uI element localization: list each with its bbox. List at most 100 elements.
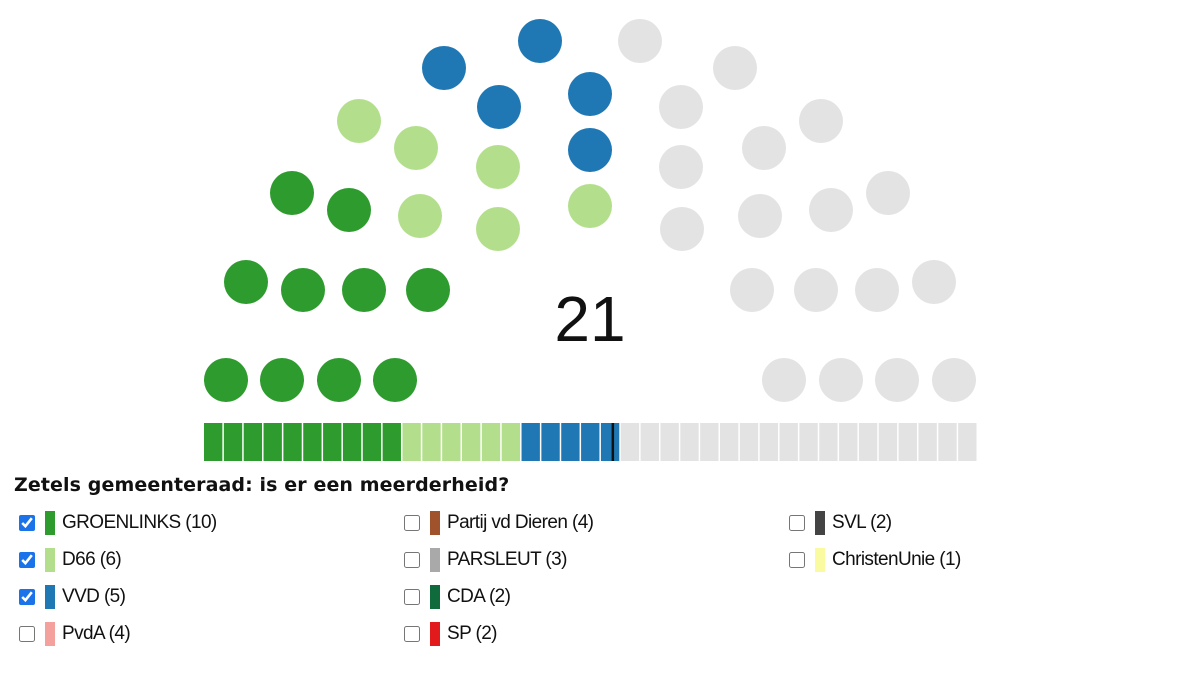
seat-bar-cell-35 [878, 423, 898, 461]
party-toggle-parsleut[interactable]: PARSLEUT (3) [403, 545, 567, 575]
seat-bar-cell-30 [779, 423, 798, 461]
seat-bar-cell-33 [839, 423, 858, 461]
party-checkbox-partij-vd-dieren[interactable] [404, 515, 420, 531]
party-label-partij-vd-dieren: Partij vd Dieren (4) [447, 512, 594, 533]
party-label-vvd: VVD (5) [62, 586, 126, 607]
party-label-d66: D66 (6) [62, 549, 122, 570]
majority-number: 21 [554, 283, 626, 355]
party-swatch-sp [430, 622, 440, 646]
party-label-pvda: PvdA (4) [62, 623, 131, 644]
seat-bar-cell-22 [620, 423, 640, 461]
seat-26 [742, 126, 786, 170]
seat-37 [819, 358, 863, 402]
seat-34 [855, 268, 899, 312]
seat-17 [422, 46, 466, 90]
party-swatch-parsleut [430, 548, 440, 572]
seat-22 [618, 19, 662, 63]
party-checkbox-pvda[interactable] [19, 626, 35, 642]
seat-bar-cell-18 [541, 423, 560, 461]
seat-1 [204, 358, 248, 402]
seat-bar-cell-12 [422, 423, 441, 461]
seat-31 [866, 171, 910, 215]
party-swatch-christenunie [815, 548, 825, 572]
seat-bar-cell-26 [700, 423, 719, 461]
party-checkbox-svl[interactable] [789, 515, 805, 531]
seat-bar-cell-3 [243, 423, 263, 461]
seat-bar-cell-4 [263, 423, 282, 461]
seat-bar-cell-25 [680, 423, 699, 461]
party-label-christenunie: ChristenUnie (1) [832, 549, 961, 570]
seat-bar-cell-34 [858, 423, 878, 461]
party-checkbox-vvd[interactable] [19, 589, 35, 605]
seat-10 [327, 188, 371, 232]
party-toggle-pvda[interactable]: PvdA (4) [18, 619, 131, 649]
party-label-cda: CDA (2) [447, 586, 511, 607]
seat-36 [762, 358, 806, 402]
seat-bar-cell-38 [938, 423, 957, 461]
seat-bar-cell-28 [739, 423, 759, 461]
seat-bar-cell-24 [660, 423, 679, 461]
seat-bar-cell-32 [819, 423, 838, 461]
seat-32 [730, 268, 774, 312]
party-toggle-cda[interactable]: CDA (2) [403, 582, 511, 612]
seat-7 [342, 268, 386, 312]
party-swatch-partij-vd-dieren [430, 511, 440, 535]
party-checkbox-sp[interactable] [404, 626, 420, 642]
party-checkbox-cda[interactable] [404, 589, 420, 605]
party-label-svl: SVL (2) [832, 512, 892, 533]
party-label-groenlinks: GROENLINKS (10) [62, 512, 217, 533]
seat-bar-cell-36 [898, 423, 917, 461]
seat-18 [477, 85, 521, 129]
seat-bar-cell-23 [640, 423, 659, 461]
party-toggle-vvd[interactable]: VVD (5) [18, 582, 126, 612]
seat-23 [659, 85, 703, 129]
seat-bar-cell-17 [521, 423, 540, 461]
seat-bar-cell-13 [442, 423, 461, 461]
seat-bar-cell-37 [918, 423, 937, 461]
chart-title: Zetels gemeenteraad: is er een meerderhe… [14, 474, 510, 496]
party-swatch-svl [815, 511, 825, 535]
seat-bar-cell-19 [561, 423, 580, 461]
seat-16 [568, 184, 612, 228]
seat-11 [398, 194, 442, 238]
seat-bar-cell-16 [501, 423, 521, 461]
seat-bar-cell-5 [283, 423, 302, 461]
seat-bar-cell-1 [204, 423, 223, 461]
party-checkbox-christenunie[interactable] [789, 552, 805, 568]
seat-13 [337, 99, 381, 143]
party-checkbox-d66[interactable] [19, 552, 35, 568]
seat-29 [738, 194, 782, 238]
seat-5 [224, 260, 268, 304]
seat-38 [875, 358, 919, 402]
party-checkbox-parsleut[interactable] [404, 552, 420, 568]
seat-bar-cell-10 [382, 423, 401, 461]
party-label-sp: SP (2) [447, 623, 498, 644]
party-swatch-groenlinks [45, 511, 55, 535]
party-swatch-cda [430, 585, 440, 609]
seat-bar-cell-20 [581, 423, 600, 461]
seat-8 [406, 268, 450, 312]
seat-25 [659, 145, 703, 189]
party-toggle-svl[interactable]: SVL (2) [788, 508, 892, 538]
seat-bar [204, 423, 977, 461]
seat-bar-cell-2 [223, 423, 243, 461]
party-toggle-d66[interactable]: D66 (6) [18, 545, 122, 575]
seat-3 [317, 358, 361, 402]
seat-2 [260, 358, 304, 402]
seat-30 [809, 188, 853, 232]
seat-bar-cell-8 [342, 423, 362, 461]
party-toggle-sp[interactable]: SP (2) [403, 619, 498, 649]
party-checkbox-groenlinks[interactable] [19, 515, 35, 531]
party-toggle-partij-vd-dieren[interactable]: Partij vd Dieren (4) [403, 508, 594, 538]
seat-bar-cell-31 [799, 423, 818, 461]
seat-12 [476, 207, 520, 251]
seat-bar-cell-7 [323, 423, 342, 461]
seat-14 [394, 126, 438, 170]
seat-9 [270, 171, 314, 215]
seat-hemicycle [204, 19, 976, 402]
seat-bar-cell-9 [362, 423, 382, 461]
party-toggle-groenlinks[interactable]: GROENLINKS (10) [18, 508, 217, 538]
seat-4 [373, 358, 417, 402]
seat-33 [794, 268, 838, 312]
party-toggle-christenunie[interactable]: ChristenUnie (1) [788, 545, 961, 575]
